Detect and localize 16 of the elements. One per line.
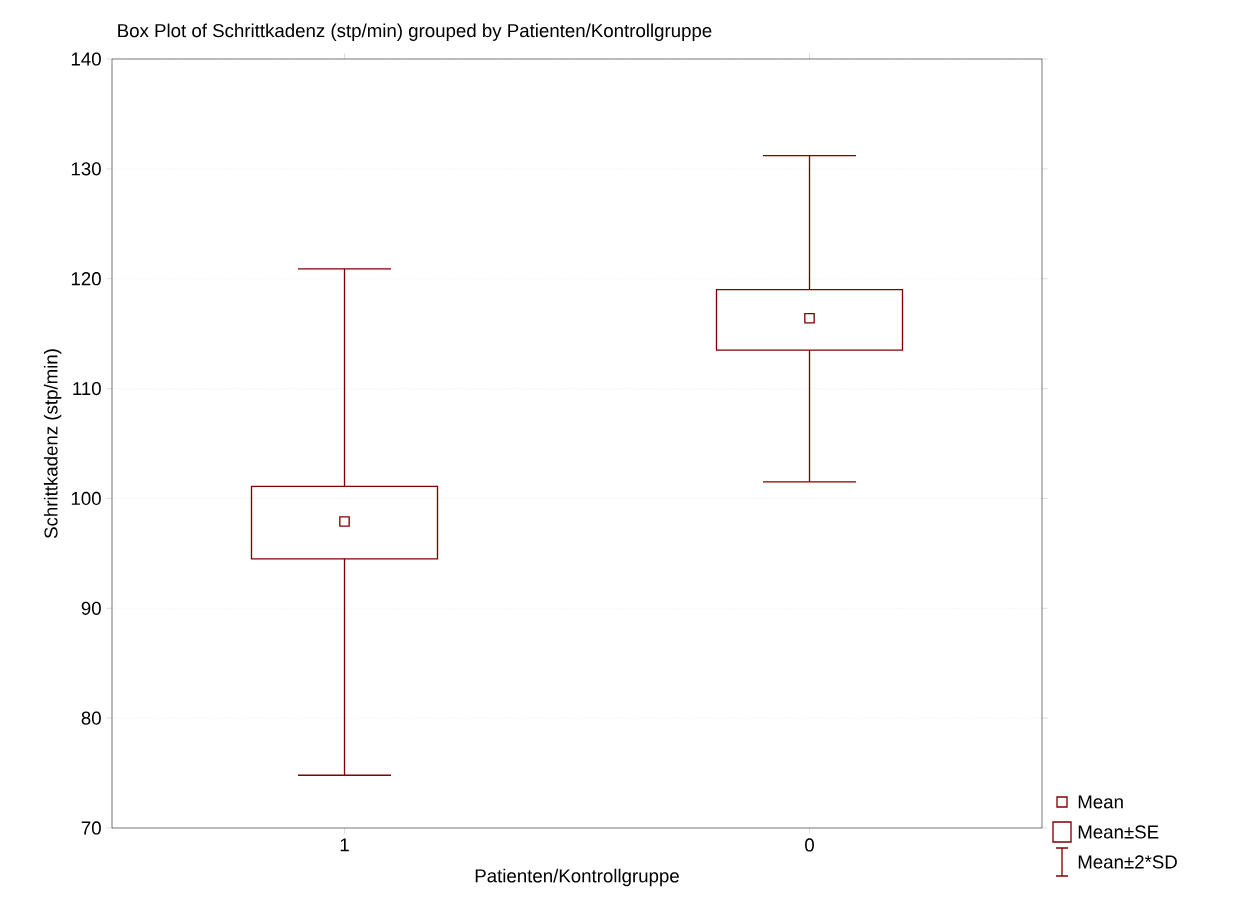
x-tick-label: 0 xyxy=(805,838,814,852)
y-axis-title: Schrittkadenz (stp/min) xyxy=(43,349,62,539)
y-tick-label: 110 xyxy=(73,381,101,396)
y-tick-label: 100 xyxy=(71,491,101,506)
y-tick-label: 70 xyxy=(81,821,101,835)
chart-title: Box Plot of Schrittkadenz (stp/min) grouped by Patienten/Kontrollgruppe xyxy=(118,23,712,41)
y-tick-label: 80 xyxy=(81,711,101,725)
y-tick-label: 140 xyxy=(71,52,101,66)
y-tick-label: 120 xyxy=(71,272,101,286)
text: Mean±2*SD xyxy=(1078,855,1177,869)
y-tick-label: 90 xyxy=(81,601,101,615)
text: Mean±SE xyxy=(1078,825,1159,839)
x-axis-title: Patienten/Kontrollgruppe xyxy=(475,868,679,887)
text: Mean xyxy=(1078,795,1123,809)
y-tick-label: 130 xyxy=(71,162,101,176)
x-tick-label: 1 xyxy=(340,838,349,852)
